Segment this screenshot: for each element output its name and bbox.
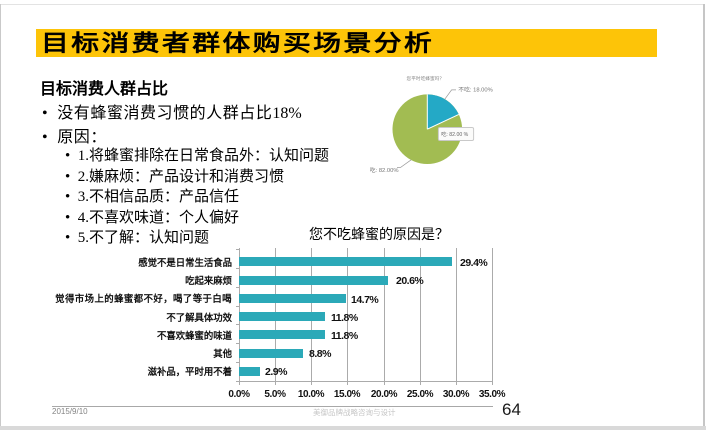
svg-text:不吃: 18.00%: 不吃: 18.00% [458, 85, 492, 93]
svg-text:吃: 82.00%: 吃: 82.00% [370, 166, 399, 174]
svg-text:吃: 82.00 %: 吃: 82.00 % [441, 130, 468, 138]
svg-text:您平时吃蜂蜜吗？: 您平时吃蜂蜜吗？ [407, 75, 445, 82]
